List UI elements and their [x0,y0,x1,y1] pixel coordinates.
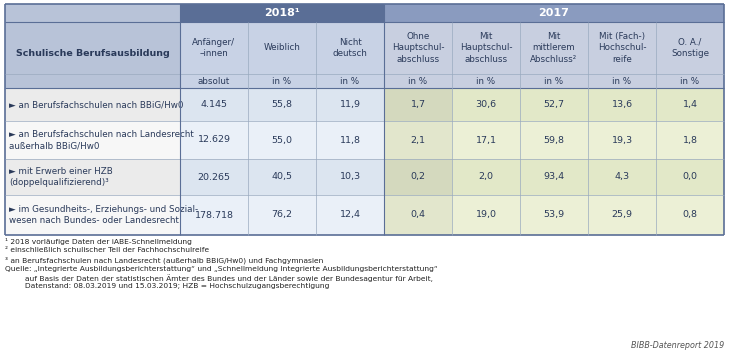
Bar [384,4,724,22]
Bar [5,88,180,121]
Bar [180,159,384,195]
Bar [5,195,180,235]
Bar [5,121,180,159]
Text: ³ an Berufsfachschulen nach Landesrecht (außerhalb BBiG/Hw0) und Fachgymnasien: ³ an Berufsfachschulen nach Landesrecht … [5,256,323,263]
Text: 2017: 2017 [539,8,569,18]
Text: Anfänger/
–innen: Anfänger/ –innen [193,38,236,58]
Text: 10,3: 10,3 [339,172,361,182]
Bar [384,74,724,88]
Text: Ohne
Hauptschul-
abschluss: Ohne Hauptschul- abschluss [392,33,445,64]
Text: 12.629: 12.629 [198,136,231,144]
Bar [5,74,180,88]
Text: 2,1: 2,1 [410,136,426,144]
Text: in %: in % [477,76,496,86]
Text: 13,6: 13,6 [612,100,633,109]
Text: 53,9: 53,9 [543,211,564,219]
Text: Datenstand: 08.03.2019 und 15.03.2019; HZB = Hochschulzugangsberechtigung: Datenstand: 08.03.2019 und 15.03.2019; H… [13,283,329,289]
Text: 17,1: 17,1 [475,136,496,144]
Bar [180,22,384,74]
Text: Quelle: „Integrierte Ausbildungsberichterstattung“ und „Schnellmeldung Integrier: Quelle: „Integrierte Ausbildungsberichte… [5,266,438,272]
Text: 1,4: 1,4 [683,100,697,109]
Text: 76,2: 76,2 [272,211,293,219]
Bar [180,121,384,159]
Text: ► an Berufsfachschulen nach Landesrecht
außerhalb BBiG/Hw0: ► an Berufsfachschulen nach Landesrecht … [9,130,193,150]
Text: 11,8: 11,8 [339,136,361,144]
Text: 40,5: 40,5 [272,172,293,182]
Text: 20.265: 20.265 [198,172,231,182]
Bar [180,88,384,121]
Text: Nicht
deutsch: Nicht deutsch [333,38,367,58]
Text: BIBB-Datenreport 2019: BIBB-Datenreport 2019 [631,341,724,350]
Text: in %: in % [340,76,360,86]
Text: ¹ 2018 vorläufige Daten der iABE-Schnellmeldung: ¹ 2018 vorläufige Daten der iABE-Schnell… [5,238,192,245]
Bar [5,22,180,74]
Text: 4.145: 4.145 [201,100,228,109]
Text: 1,8: 1,8 [683,136,697,144]
Text: 52,7: 52,7 [544,100,564,109]
Bar [384,22,724,74]
Text: 0,2: 0,2 [410,172,426,182]
Bar [452,195,724,235]
Text: 0,0: 0,0 [683,172,697,182]
Bar [452,159,724,195]
Text: ► mit Erwerb einer HZB
(doppelqualifizierend)³: ► mit Erwerb einer HZB (doppelqualifizie… [9,167,112,187]
Text: in %: in % [612,76,631,86]
Text: 0,8: 0,8 [683,211,697,219]
Text: Mit
mittlerem
Abschluss²: Mit mittlerem Abschluss² [531,33,577,64]
Text: O. A./
Sonstige: O. A./ Sonstige [671,38,709,58]
Text: in %: in % [545,76,564,86]
Text: in %: in % [680,76,699,86]
Bar [5,159,180,195]
Text: 2,0: 2,0 [478,172,493,182]
Text: 4,3: 4,3 [615,172,629,182]
Text: Schulische Berufsausbildung: Schulische Berufsausbildung [15,48,169,57]
Text: 19,3: 19,3 [612,136,633,144]
Bar [180,74,384,88]
Bar [384,121,452,159]
Text: 11,9: 11,9 [339,100,361,109]
Text: ² einschließlich schulischer Teil der Fachhochschulreife: ² einschließlich schulischer Teil der Fa… [5,247,209,253]
Text: 0,4: 0,4 [410,211,426,219]
Bar [384,159,452,195]
Text: 12,4: 12,4 [339,211,361,219]
Text: 30,6: 30,6 [475,100,496,109]
Text: ► an Berufsfachschulen nach BBiG/Hw0: ► an Berufsfachschulen nach BBiG/Hw0 [9,100,183,109]
Text: in %: in % [272,76,291,86]
Text: 2018¹: 2018¹ [264,8,300,18]
Text: 178.718: 178.718 [194,211,234,219]
Bar [5,4,180,22]
Text: 55,0: 55,0 [272,136,293,144]
Text: Mit (Fach-)
Hochschul-
reife: Mit (Fach-) Hochschul- reife [598,33,646,64]
Text: 19,0: 19,0 [475,211,496,219]
Bar [384,88,452,121]
Bar [452,88,724,121]
Text: 55,8: 55,8 [272,100,293,109]
Text: 93,4: 93,4 [543,172,564,182]
Text: Weiblich: Weiblich [264,44,301,52]
Text: ► im Gesundheits-, Erziehungs- und Sozial-
wesen nach Bundes- oder Landesrecht: ► im Gesundheits-, Erziehungs- und Sozia… [9,205,198,225]
Bar [180,195,384,235]
Text: absolut: absolut [198,76,230,86]
Bar [384,195,452,235]
Text: auf Basis der Daten der statistischen Ämter des Bundes und der Länder sowie der : auf Basis der Daten der statistischen Äm… [13,274,433,282]
Text: 25,9: 25,9 [612,211,632,219]
Text: 1,7: 1,7 [410,100,426,109]
Text: Mit
Hauptschul-
abschluss: Mit Hauptschul- abschluss [460,33,512,64]
Bar [452,121,724,159]
Text: 59,8: 59,8 [544,136,564,144]
Text: in %: in % [409,76,428,86]
Bar [180,4,384,22]
